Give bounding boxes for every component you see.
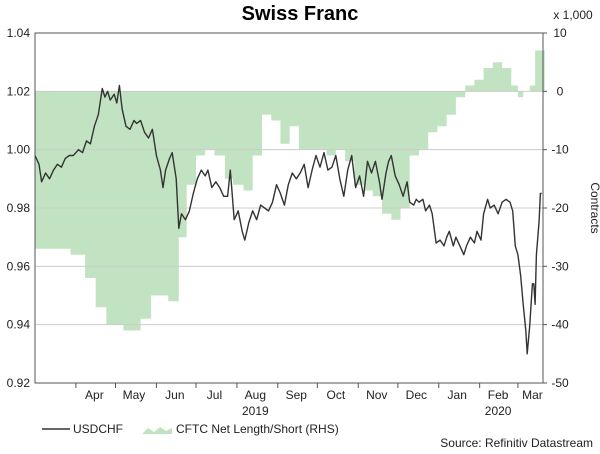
right-tick-label: -40 xyxy=(551,318,569,332)
left-tick-label: 0.98 xyxy=(7,201,31,215)
x-month-label: Jun xyxy=(165,388,184,402)
x-month-label: Nov xyxy=(366,388,387,402)
right-tick-label: -30 xyxy=(551,259,569,273)
legend-cftc-swatch xyxy=(142,427,172,434)
legend: USDCHF CFTC Net Length/Short (RHS) xyxy=(42,422,339,436)
left-tick-label: 0.96 xyxy=(7,259,31,273)
x-year-label: 2019 xyxy=(242,404,269,418)
source-note: Source: Refinitiv Datastream xyxy=(440,436,593,450)
x-axis: Apr May Jun Jul Aug Sep Oct Nov Dec Jan Feb Mar 2019… xyxy=(75,383,543,418)
left-tick-label: 0.94 xyxy=(7,318,31,332)
left-tick-label: 1.00 xyxy=(7,143,31,157)
right-axis-label: Contracts xyxy=(588,182,600,233)
x-month-label: Mar xyxy=(522,388,543,402)
x-month-label: Apr xyxy=(85,388,104,402)
x-month-label: May xyxy=(123,388,146,402)
left-tick-label: 0.92 xyxy=(7,376,31,390)
right-tick-label: 0 xyxy=(557,84,564,98)
x-month-label: Jul xyxy=(207,388,222,402)
x-year-label: 2020 xyxy=(485,404,512,418)
right-tick-label: 10 xyxy=(553,26,567,40)
left-tick-label: 1.04 xyxy=(7,26,31,40)
x-month-label: Sep xyxy=(286,388,308,402)
left-axis: 1.04 1.02 1.00 0.98 0.96 0.94 0.92 xyxy=(7,26,31,390)
right-tick-label: -50 xyxy=(551,376,569,390)
right-axis-multiplier: x 1,000 xyxy=(553,8,593,22)
chart-title: Swiss Franc xyxy=(242,3,359,25)
usdchf-line xyxy=(34,84,542,355)
left-tick-label: 1.02 xyxy=(7,84,31,98)
legend-cftc-label: CFTC Net Length/Short (RHS) xyxy=(176,422,339,436)
x-month-label: Feb xyxy=(488,388,509,402)
legend-usdchf-label: USDCHF xyxy=(73,422,123,436)
x-month-label: Oct xyxy=(327,388,346,402)
right-tick-label: -10 xyxy=(551,143,569,157)
x-month-label: Aug xyxy=(245,388,266,402)
cftc-area-path xyxy=(35,50,545,331)
usdchf-line-series xyxy=(34,84,542,355)
right-tick-label: -20 xyxy=(551,201,569,215)
cftc-area-series xyxy=(35,50,545,331)
right-axis: 10 0 -10 -20 -30 -40 -50 xyxy=(543,26,569,390)
x-month-label: Dec xyxy=(406,388,427,402)
x-month-label: Jan xyxy=(448,388,467,402)
